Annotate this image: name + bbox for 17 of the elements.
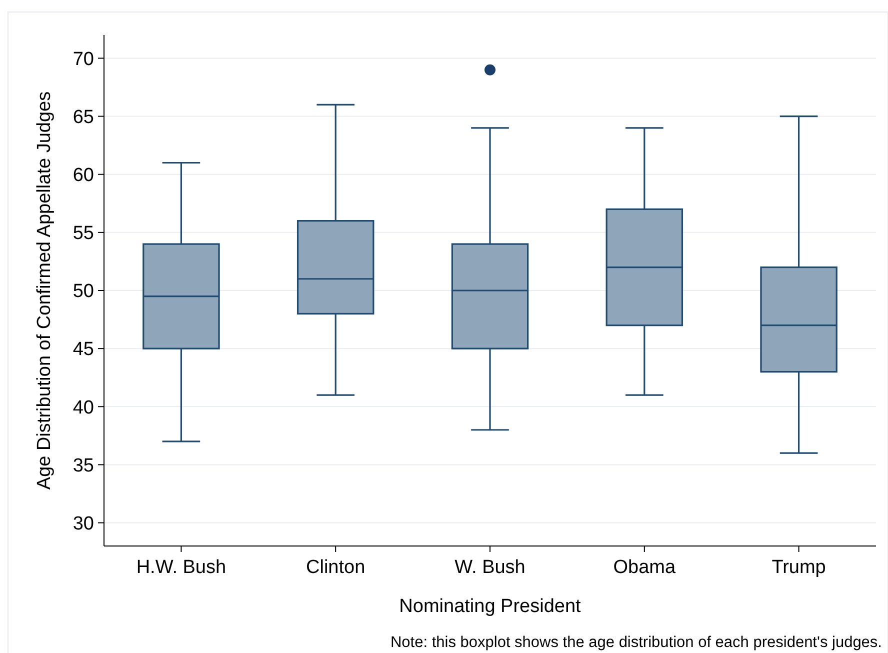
text: Note: this boxplot shows the age distribution of each president's judges. xyxy=(390,634,882,651)
y-tick-label: 30 xyxy=(72,513,94,534)
y-axis-title: Age Distribution of Confirmed Appellate Judges xyxy=(34,91,55,490)
y-tick-label: 35 xyxy=(72,455,94,476)
x-tick-label: H.W. Bush xyxy=(136,557,226,578)
x-axis-title: Nominating President xyxy=(399,596,582,617)
x-tick-label: Trump xyxy=(772,557,826,578)
y-tick-label: 60 xyxy=(72,165,94,186)
y-tick-label: 65 xyxy=(72,106,94,128)
y-tick-label: 50 xyxy=(72,281,94,302)
y-tick-label: 70 xyxy=(72,48,94,70)
x-tick-label: Clinton xyxy=(306,557,366,578)
y-tick-label: 40 xyxy=(72,397,94,418)
x-tick-label: W. Bush xyxy=(454,557,526,578)
y-tick-label: 55 xyxy=(72,223,94,244)
y-tick-label: 45 xyxy=(72,339,94,360)
x-tick-label: Obama xyxy=(613,557,676,578)
